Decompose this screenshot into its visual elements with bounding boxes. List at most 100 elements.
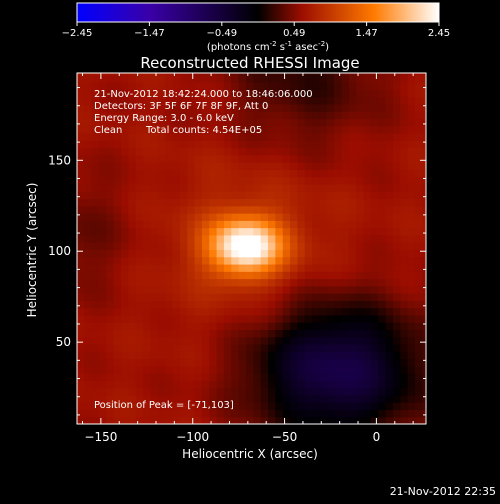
heatmap-cell (400, 133, 409, 141)
heatmap-cell (172, 183, 181, 192)
heatmap-cell (216, 162, 225, 170)
heatmap-cell (297, 343, 306, 352)
heatmap-cell (238, 329, 247, 338)
heatmap-cell (414, 373, 423, 381)
heatmap-cell (113, 285, 122, 294)
heatmap-cell (157, 249, 166, 258)
heatmap-cell (268, 89, 276, 98)
heatmap-cell (113, 147, 122, 156)
heatmap-cell (245, 73, 254, 76)
heatmap-cell (407, 256, 416, 265)
heatmap-cell (260, 125, 269, 134)
heatmap-cell (106, 198, 115, 207)
plot-frame (76, 72, 427, 425)
heatmap-cell (150, 256, 159, 265)
heatmap-cell (334, 213, 343, 221)
heatmap-cell (334, 373, 343, 381)
heatmap-cell (282, 314, 291, 323)
heatmap-cell (297, 249, 306, 258)
heatmap-cell (334, 73, 343, 76)
heatmap-cell (84, 82, 93, 90)
x-tick-label: −150 (84, 430, 117, 444)
heatmap-cell (113, 198, 122, 207)
heatmap-cell (172, 285, 181, 294)
heatmap-cell (99, 293, 107, 301)
heatmap-cell (356, 220, 365, 229)
heatmap-cell (121, 133, 130, 141)
heatmap-cell (179, 154, 188, 163)
heatmap-cell (392, 198, 401, 207)
heatmap-cell (209, 336, 218, 345)
heatmap-cell (143, 343, 152, 352)
heatmap-cell (312, 402, 321, 411)
heatmap-cell (378, 285, 387, 294)
heatmap-cell (297, 147, 306, 156)
heatmap-cell (187, 307, 196, 316)
heatmap-cell (128, 329, 137, 338)
heatmap-cell (135, 387, 144, 396)
heatmap-cell (179, 73, 188, 76)
heatmap-cell (245, 183, 254, 192)
heatmap-cell (165, 183, 174, 192)
heatmap-cell (245, 365, 254, 374)
heatmap-cell (128, 336, 137, 345)
heatmap-cell (392, 73, 401, 76)
heatmap-cell (165, 278, 174, 287)
heatmap-cell (341, 271, 350, 280)
heatmap-cell (209, 242, 218, 251)
heatmap-cell (414, 234, 423, 243)
heatmap-cell (422, 387, 426, 396)
heatmap-cell (319, 409, 328, 418)
heatmap-cell (290, 82, 299, 90)
heatmap-cell (121, 293, 130, 301)
heatmap-cell (172, 300, 181, 309)
heatmap-cell (150, 162, 159, 170)
heatmap-cell (113, 220, 122, 229)
heatmap-cell (172, 314, 181, 323)
heatmap-cell (231, 336, 240, 345)
heatmap-cell (334, 300, 343, 309)
heatmap-cell (128, 271, 137, 280)
heatmap-cell (187, 314, 196, 323)
heatmap-cell (187, 380, 196, 389)
heatmap-cell (304, 278, 313, 287)
heatmap-cell (422, 162, 426, 170)
info-energy-range: Energy Range: 3.0 - 6.0 keV (94, 113, 234, 124)
heatmap-cell (275, 154, 284, 163)
heatmap-cell (150, 322, 159, 331)
heatmap-cell (194, 249, 203, 258)
heatmap-cell (106, 278, 115, 287)
heatmap-cell (268, 213, 276, 221)
heatmap-cell (392, 140, 401, 149)
heatmap-cell (201, 271, 210, 280)
heatmap-cell (165, 314, 174, 323)
heatmap-cell (201, 140, 210, 149)
heatmap-cell (128, 205, 137, 214)
heatmap-cell (106, 263, 115, 272)
heatmap-cell (165, 140, 174, 149)
heatmap-cell (113, 169, 122, 178)
heatmap-cell (348, 103, 357, 112)
heatmap-cell (297, 213, 306, 221)
heatmap-cell (113, 365, 122, 374)
heatmap-cell (356, 198, 365, 207)
heatmap-cell (209, 73, 218, 76)
heatmap-cell (422, 285, 426, 294)
heatmap-cell (378, 118, 387, 127)
heatmap-cell (363, 205, 372, 214)
heatmap-cell (150, 118, 159, 127)
heatmap-cell (392, 111, 401, 120)
heatmap-cell (106, 329, 115, 338)
heatmap-cell (392, 278, 401, 287)
heatmap-cell (253, 82, 262, 90)
heatmap-cell (106, 387, 115, 396)
heatmap-cell (201, 96, 210, 105)
heatmap-cell (326, 111, 335, 120)
heatmap-cell (172, 416, 181, 424)
heatmap-cell (172, 96, 181, 105)
heatmap-cell (297, 111, 306, 120)
heatmap-cell (157, 103, 166, 112)
heatmap-cell (275, 125, 284, 134)
heatmap-cell (157, 293, 166, 301)
heatmap-cell (260, 409, 269, 418)
